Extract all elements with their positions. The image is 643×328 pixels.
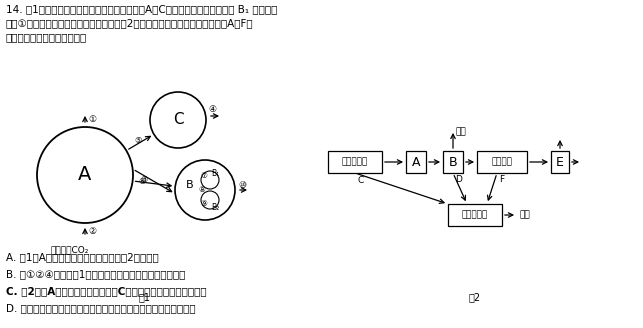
Text: F: F bbox=[499, 175, 504, 184]
Text: B₁: B₁ bbox=[211, 169, 219, 177]
Bar bbox=[443, 151, 463, 173]
Text: A: A bbox=[412, 155, 421, 169]
Text: A: A bbox=[78, 166, 92, 184]
Text: ③: ③ bbox=[140, 175, 148, 184]
Bar bbox=[551, 151, 569, 173]
Text: 表能量値。下列说法正确的是: 表能量値。下列说法正确的是 bbox=[6, 32, 87, 42]
Text: ⑥: ⑥ bbox=[138, 177, 146, 186]
Text: 大气中的CO₂: 大气中的CO₂ bbox=[51, 245, 89, 254]
Text: 杜鹃摄入: 杜鹃摄入 bbox=[491, 157, 512, 167]
Text: C: C bbox=[358, 176, 364, 185]
Text: ⑦: ⑦ bbox=[201, 171, 208, 179]
Text: 图1: 图1 bbox=[139, 292, 151, 302]
Text: 图2: 图2 bbox=[469, 292, 481, 302]
Text: B: B bbox=[449, 155, 457, 169]
Bar bbox=[448, 204, 502, 226]
Text: ⑩: ⑩ bbox=[238, 180, 246, 190]
Bar bbox=[328, 151, 382, 173]
Text: 物，①～⑯代表碳元素流动的相应过程。图2表示松毛虫攝入能量的流动方向，A～F代: 物，①～⑯代表碳元素流动的相应过程。图2表示松毛虫攝入能量的流动方向，A～F代 bbox=[6, 18, 253, 28]
Text: ⑨: ⑨ bbox=[201, 199, 208, 209]
Text: D: D bbox=[455, 175, 462, 184]
Text: D. 引入灰喜鹊来控制松毛虫危害可提高该生态系统的能量传递效率: D. 引入灰喜鹊来控制松毛虫危害可提高该生态系统的能量传递效率 bbox=[6, 303, 195, 313]
Text: 散失: 散失 bbox=[519, 211, 530, 219]
Text: C: C bbox=[173, 113, 183, 128]
Bar bbox=[406, 151, 426, 173]
Text: 松毛虫摄入: 松毛虫摄入 bbox=[342, 157, 368, 167]
Text: ⑤: ⑤ bbox=[134, 136, 142, 145]
Text: 散失: 散失 bbox=[456, 128, 467, 136]
Text: ①: ① bbox=[88, 114, 96, 124]
Text: ⑧: ⑧ bbox=[199, 184, 205, 194]
Bar bbox=[477, 151, 527, 173]
Text: 14. 图1为某森林生态系统的部分结构和功能，A～C代表某些生物成分，其中 B₁ 为食草动: 14. 图1为某森林生态系统的部分结构和功能，A～C代表某些生物成分，其中 B₁… bbox=[6, 4, 277, 14]
Text: 分解者利用: 分解者利用 bbox=[462, 211, 488, 219]
Text: B. 除①②④⑯外，图1中的碳元素以含碳有机物的形式流动: B. 除①②④⑯外，图1中的碳元素以含碳有机物的形式流动 bbox=[6, 269, 185, 279]
Text: E: E bbox=[556, 155, 564, 169]
Text: B: B bbox=[186, 180, 194, 190]
Text: ④: ④ bbox=[208, 106, 216, 114]
Text: B₂: B₂ bbox=[211, 202, 219, 212]
Text: A. 图1中A代表生产者，该生态系统共有2条食物链: A. 图1中A代表生产者，该生态系统共有2条食物链 bbox=[6, 252, 159, 262]
Text: C. 图2中，A代表松毛虫的同化量，C代表松毛虫流入分解者的能量: C. 图2中，A代表松毛虫的同化量，C代表松毛虫流入分解者的能量 bbox=[6, 286, 206, 296]
Text: ②: ② bbox=[88, 227, 96, 236]
